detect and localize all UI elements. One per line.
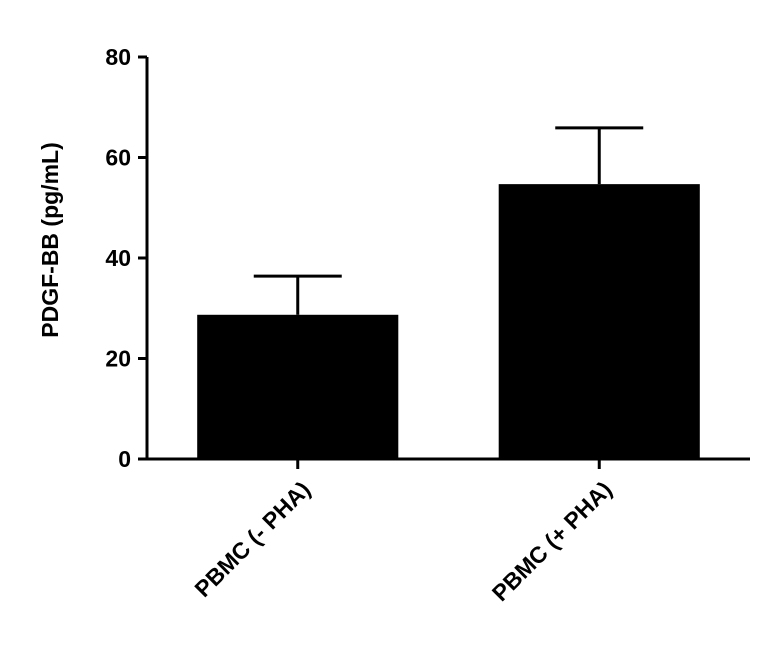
y-tick-label: 80 xyxy=(105,44,131,70)
y-tick-label: 40 xyxy=(105,245,131,271)
y-tick-label: 60 xyxy=(105,145,131,171)
y-tick-label: 0 xyxy=(118,446,131,472)
x-tick-label: PBMC (- PHA) xyxy=(189,476,315,602)
y-axis-label: PDGF-BB (pg/mL) xyxy=(37,142,63,337)
bar xyxy=(197,314,399,459)
x-tick-label: PBMC (+ PHA) xyxy=(487,476,617,606)
y-tick-label: 20 xyxy=(105,346,131,372)
bar xyxy=(498,184,700,459)
